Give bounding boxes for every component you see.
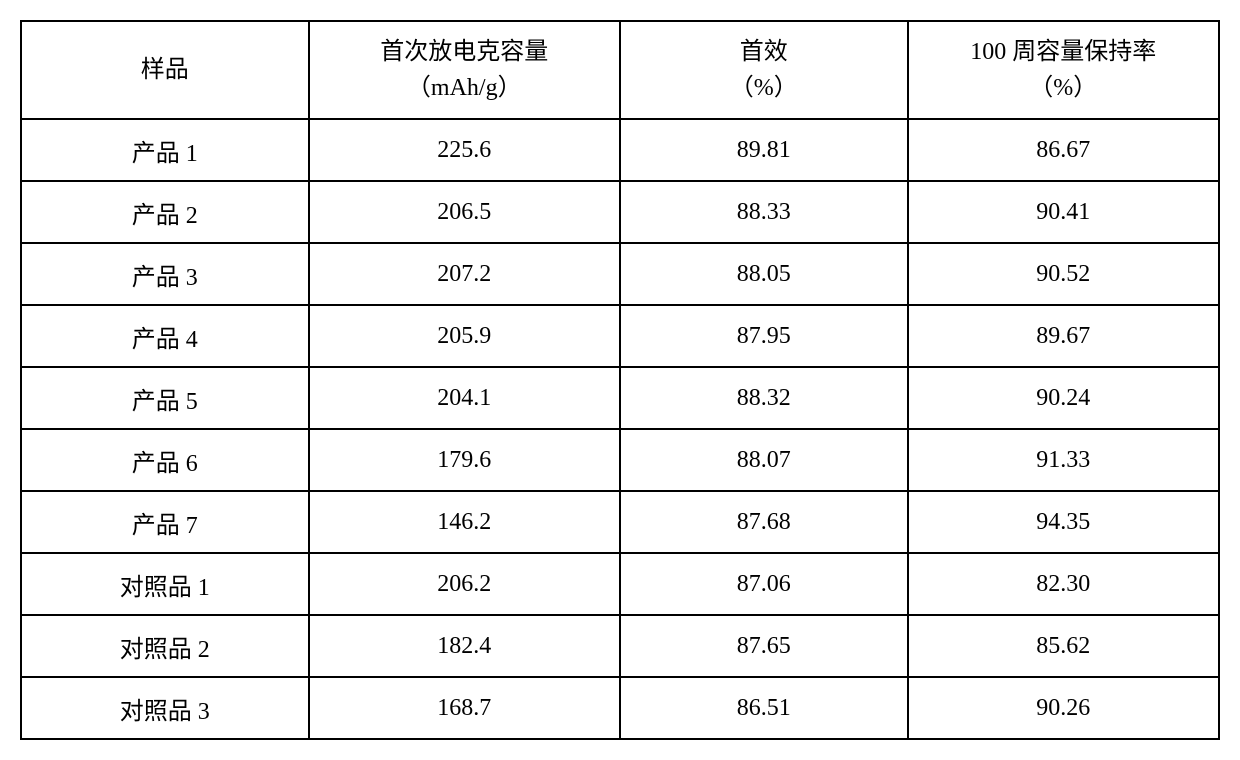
cell-capacity: 204.1 [309,367,620,429]
cell-sample: 产品 1 [21,119,309,181]
header-line2: （%） [1029,75,1097,101]
cell-efficiency: 89.81 [620,119,908,181]
cell-sample: 产品 5 [21,367,309,429]
cell-capacity: 207.2 [309,243,620,305]
cell-efficiency: 87.95 [620,305,908,367]
header-line1: 首效 [740,39,788,65]
cell-capacity: 225.6 [309,119,620,181]
cell-capacity: 179.6 [309,429,620,491]
header-line1: 样品 [141,57,189,83]
table-header-row: 样品 首次放电克容量 （mAh/g） 首效 （%） 100 周容量保持率 （%） [21,21,1219,119]
cell-sample: 产品 2 [21,181,309,243]
cell-capacity: 146.2 [309,491,620,553]
cell-efficiency: 88.05 [620,243,908,305]
cell-retention: 94.35 [908,491,1220,553]
table-row: 产品 1 225.6 89.81 86.67 [21,119,1219,181]
data-table: 样品 首次放电克容量 （mAh/g） 首效 （%） 100 周容量保持率 （%）… [20,20,1220,740]
cell-capacity: 205.9 [309,305,620,367]
cell-efficiency: 87.65 [620,615,908,677]
col-header-capacity: 首次放电克容量 （mAh/g） [309,21,620,119]
cell-sample: 产品 6 [21,429,309,491]
cell-retention: 90.26 [908,677,1220,739]
table-row: 对照品 1 206.2 87.06 82.30 [21,553,1219,615]
cell-capacity: 182.4 [309,615,620,677]
col-header-retention: 100 周容量保持率 （%） [908,21,1220,119]
header-line2: （mAh/g） [407,75,522,101]
header-line1: 100 周容量保持率 [970,39,1156,65]
table-row: 产品 5 204.1 88.32 90.24 [21,367,1219,429]
cell-capacity: 206.5 [309,181,620,243]
cell-efficiency: 88.32 [620,367,908,429]
cell-sample: 对照品 2 [21,615,309,677]
cell-sample: 产品 4 [21,305,309,367]
cell-sample: 对照品 3 [21,677,309,739]
cell-retention: 91.33 [908,429,1220,491]
cell-sample: 产品 3 [21,243,309,305]
cell-sample: 产品 7 [21,491,309,553]
col-header-sample: 样品 [21,21,309,119]
cell-retention: 82.30 [908,553,1220,615]
table-body: 产品 1 225.6 89.81 86.67 产品 2 206.5 88.33 … [21,119,1219,739]
table-row: 对照品 3 168.7 86.51 90.26 [21,677,1219,739]
cell-retention: 86.67 [908,119,1220,181]
cell-retention: 85.62 [908,615,1220,677]
table-row: 产品 3 207.2 88.05 90.52 [21,243,1219,305]
table-row: 产品 6 179.6 88.07 91.33 [21,429,1219,491]
cell-retention: 89.67 [908,305,1220,367]
cell-retention: 90.52 [908,243,1220,305]
cell-efficiency: 87.68 [620,491,908,553]
cell-retention: 90.41 [908,181,1220,243]
table-row: 产品 4 205.9 87.95 89.67 [21,305,1219,367]
table-row: 产品 7 146.2 87.68 94.35 [21,491,1219,553]
cell-sample: 对照品 1 [21,553,309,615]
table-row: 对照品 2 182.4 87.65 85.62 [21,615,1219,677]
cell-efficiency: 86.51 [620,677,908,739]
cell-efficiency: 87.06 [620,553,908,615]
cell-capacity: 168.7 [309,677,620,739]
cell-retention: 90.24 [908,367,1220,429]
header-line2: （%） [730,75,798,101]
cell-capacity: 206.2 [309,553,620,615]
col-header-efficiency: 首效 （%） [620,21,908,119]
cell-efficiency: 88.33 [620,181,908,243]
cell-efficiency: 88.07 [620,429,908,491]
table-row: 产品 2 206.5 88.33 90.41 [21,181,1219,243]
header-line1: 首次放电克容量 [380,39,548,65]
